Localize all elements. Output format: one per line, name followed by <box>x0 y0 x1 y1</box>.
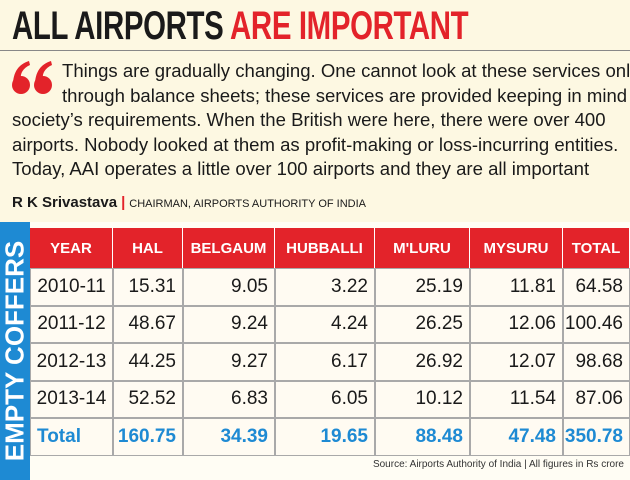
source: Source: Airports Authority of India | Al… <box>372 459 624 470</box>
table-cell: 12.06 <box>470 305 563 343</box>
attribution: R K Srivastava | CHAIRMAN, AIRPORTS AUTHOR… <box>12 194 366 211</box>
table-cell: 10.12 <box>375 380 470 418</box>
row-label: 2013-14 <box>30 380 113 418</box>
column-header: HAL <box>113 228 183 268</box>
table-cell: 64.58 <box>563 268 630 306</box>
quote-line: through balance sheets; these services a… <box>62 85 628 106</box>
divider <box>0 50 630 51</box>
table-cell: 3.22 <box>275 268 375 306</box>
side-bar: EMPTY COFFERS <box>0 222 30 480</box>
title-red: ARE IMPORTANT <box>230 4 469 48</box>
total-cell: 47.48 <box>470 418 563 456</box>
column-header: MYSURU <box>470 228 563 268</box>
speaker: R K Srivastava <box>12 194 118 211</box>
table-cell: 6.83 <box>183 380 275 418</box>
quote-line: Things are gradually changing. One canno… <box>62 61 630 81</box>
separator: | <box>121 194 126 211</box>
table-cell: 52.52 <box>113 380 183 418</box>
quote-line: society’s requirements. When the British… <box>12 110 606 130</box>
table-cell: 6.05 <box>275 380 375 418</box>
table-cell: 15.31 <box>113 268 183 306</box>
column-header: HUBBALLI <box>275 228 375 268</box>
side-label: EMPTY COFFERS <box>0 240 30 462</box>
title-black: ALL AIRPORTS <box>12 4 224 48</box>
quote-panel <box>0 0 630 222</box>
total-cell: 19.65 <box>275 418 375 456</box>
total-cell: 350.78 <box>563 418 630 456</box>
column-header: M'LURU <box>375 228 470 268</box>
quote-line: Today, AAI operates a little over 100 ai… <box>12 159 590 179</box>
table-cell: 9.05 <box>183 268 275 306</box>
table-cell: 9.24 <box>183 305 275 343</box>
table-cell: 11.54 <box>470 380 563 418</box>
column-header: BELGAUM <box>183 228 275 268</box>
total-cell: 34.39 <box>183 418 275 456</box>
table-cell: 6.17 <box>275 343 375 381</box>
column-header: TOTAL <box>563 228 630 268</box>
table-cell: 9.27 <box>183 343 275 381</box>
role: CHAIRMAN, AIRPORTS AUTHORITY OF INDIA <box>129 198 367 210</box>
table-cell: 26.25 <box>375 305 470 343</box>
table-cell: 12.07 <box>470 343 563 381</box>
total-cell: 160.75 <box>113 418 183 456</box>
row-label: 2012-13 <box>30 343 113 381</box>
quote-icon <box>12 61 52 94</box>
table-cell: 98.68 <box>563 343 630 381</box>
column-header: YEAR <box>30 228 113 268</box>
table-cell: 87.06 <box>563 380 630 418</box>
table-cell: 44.25 <box>113 343 183 381</box>
table-cell: 4.24 <box>275 305 375 343</box>
total-cell: 88.48 <box>375 418 470 456</box>
row-label: 2011-12 <box>30 305 113 343</box>
table-cell: 26.92 <box>375 343 470 381</box>
table-cell: 100.46 <box>563 305 630 343</box>
title: ALL AIRPORTS ARE IMPORTANT <box>12 4 469 49</box>
quote-line: airports. Nobody looked at them as profi… <box>12 134 619 155</box>
table-cell: 25.19 <box>375 268 470 306</box>
total-label: Total <box>30 418 113 456</box>
table-cell: 11.81 <box>470 268 563 306</box>
row-label: 2010-11 <box>30 268 113 306</box>
table-cell: 48.67 <box>113 305 183 343</box>
